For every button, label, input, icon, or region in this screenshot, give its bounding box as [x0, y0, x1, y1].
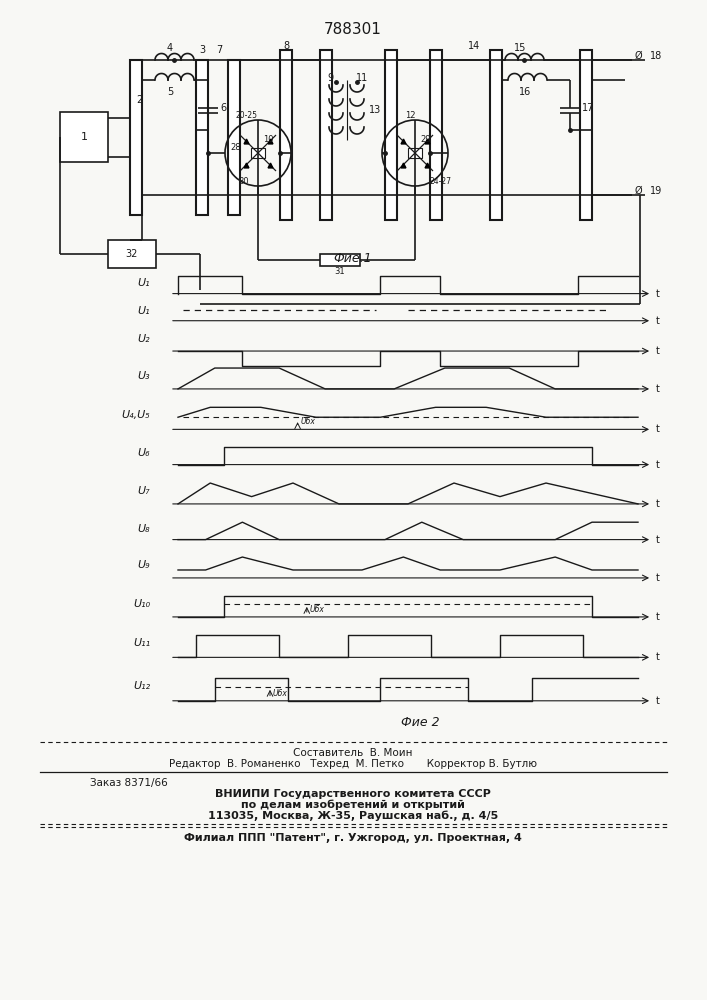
Text: по делам изобретений и открытий: по делам изобретений и открытий [241, 800, 465, 810]
Text: U₁₁: U₁₁ [133, 638, 150, 648]
Text: 30: 30 [239, 176, 250, 186]
Text: 12: 12 [404, 110, 415, 119]
Text: U₁: U₁ [137, 277, 150, 288]
Text: 7: 7 [216, 45, 222, 55]
Bar [320, 254, 360, 266]
Text: U₁₀: U₁₀ [133, 599, 150, 609]
Text: Фие 2: Фие 2 [401, 716, 439, 728]
Text: t: t [656, 460, 660, 470]
Bar [580, 50, 592, 220]
Bar [280, 50, 292, 220]
Text: t: t [656, 499, 660, 509]
Text: 5: 5 [167, 87, 173, 97]
Text: U₉: U₉ [137, 560, 150, 570]
Text: 28: 28 [230, 142, 241, 151]
Text: U₇: U₇ [137, 486, 150, 496]
Text: 9: 9 [327, 73, 333, 83]
Bar [251, 148, 265, 158]
Text: U₃: U₃ [137, 371, 150, 381]
Text: Редактор  В. Романенко   Техред  М. Петко       Корректор В. Бутлю: Редактор В. Романенко Техред М. Петко Ко… [169, 759, 537, 769]
Text: t: t [656, 384, 660, 394]
Text: 14: 14 [468, 41, 480, 51]
Text: 15: 15 [514, 43, 526, 53]
Text: Ø: Ø [634, 186, 642, 196]
Text: 113035, Москва, Ж-35, Раушская наб., д. 4/5: 113035, Москва, Ж-35, Раушская наб., д. … [208, 811, 498, 821]
Text: U₁₂: U₁₂ [133, 681, 150, 691]
Text: Uбх: Uбх [310, 605, 325, 614]
Text: 13: 13 [369, 105, 381, 115]
Bar [228, 60, 240, 215]
Text: Составитель  В. Моин: Составитель В. Моин [293, 748, 413, 758]
Text: U₄,U₅: U₄,U₅ [121, 410, 150, 420]
Text: 10: 10 [263, 134, 274, 143]
Text: Uбх: Uбх [273, 689, 288, 698]
Text: 6: 6 [220, 103, 226, 113]
Text: 16: 16 [519, 87, 531, 97]
Text: Заказ 8371/66: Заказ 8371/66 [90, 778, 168, 788]
Text: 2: 2 [136, 95, 142, 105]
Text: 20-25: 20-25 [236, 110, 258, 119]
Bar [320, 50, 332, 220]
Bar [408, 148, 422, 158]
Bar [60, 112, 108, 162]
Text: t: t [656, 696, 660, 706]
Text: 18: 18 [650, 51, 662, 61]
Text: 1: 1 [81, 132, 88, 142]
Text: 31: 31 [334, 267, 345, 276]
Text: U₆: U₆ [137, 448, 150, 458]
Text: Фие.1: Фие.1 [334, 251, 373, 264]
Text: U₂: U₂ [137, 334, 150, 344]
Bar [385, 50, 397, 220]
Text: t: t [656, 652, 660, 662]
Text: t: t [656, 316, 660, 326]
Bar [108, 240, 156, 268]
Text: t: t [656, 346, 660, 356]
Bar [196, 60, 208, 215]
Text: t: t [656, 535, 660, 545]
Text: 788301: 788301 [324, 22, 382, 37]
Text: 11: 11 [356, 73, 368, 83]
Text: t: t [656, 289, 660, 299]
Bar [130, 60, 142, 215]
Text: U₈: U₈ [137, 524, 150, 534]
Text: 19: 19 [650, 186, 662, 196]
Text: 8: 8 [283, 41, 289, 51]
Bar [490, 50, 502, 220]
Text: 3: 3 [199, 45, 205, 55]
Text: 4: 4 [167, 43, 173, 53]
Bar [430, 50, 442, 220]
Text: 24-27: 24-27 [430, 176, 452, 186]
Text: Филиал ППП "Патент", г. Ужгород, ул. Проектная, 4: Филиал ППП "Патент", г. Ужгород, ул. Про… [184, 833, 522, 843]
Text: 29: 29 [420, 134, 431, 143]
Text: 32: 32 [126, 249, 138, 259]
Text: U₁: U₁ [137, 306, 150, 316]
Text: 17: 17 [582, 103, 595, 113]
Text: t: t [656, 612, 660, 622]
Text: t: t [656, 424, 660, 434]
Text: t: t [656, 573, 660, 583]
Text: Uбх: Uбх [300, 417, 315, 426]
Text: Ø: Ø [634, 51, 642, 61]
Text: ВНИИПИ Государственного комитета СССР: ВНИИПИ Государственного комитета СССР [215, 789, 491, 799]
